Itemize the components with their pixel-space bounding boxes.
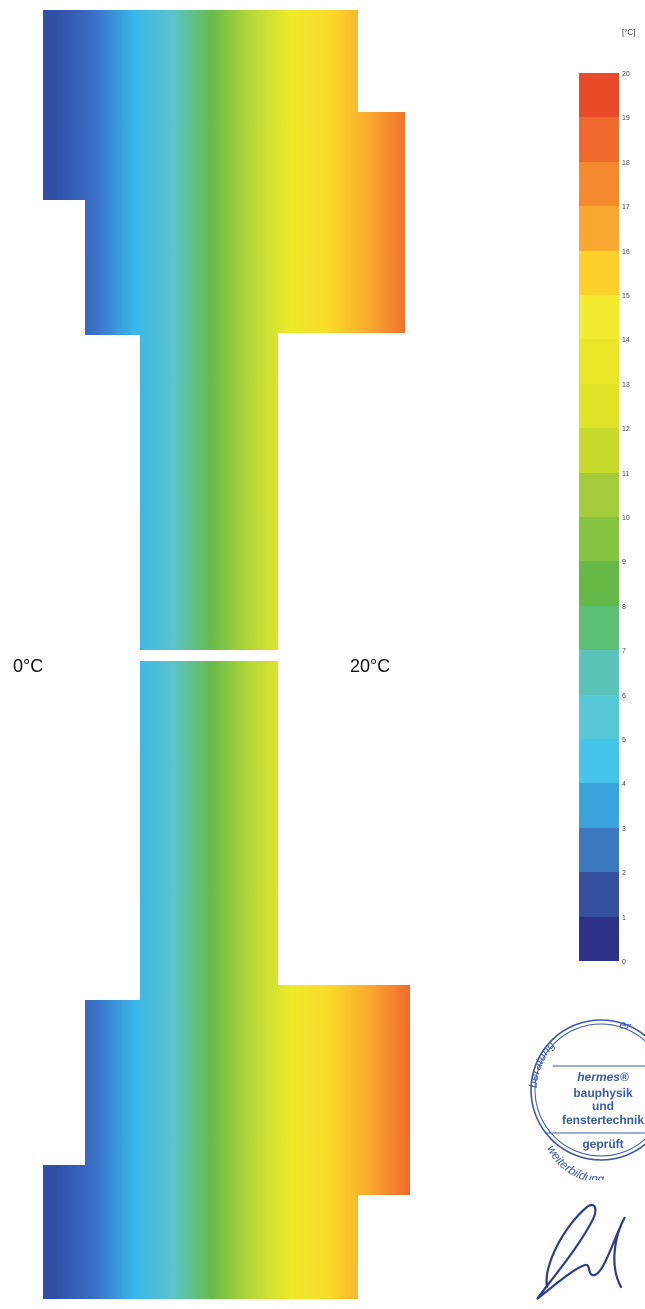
legend-tick-label: 3 xyxy=(622,825,626,833)
legend-swatch xyxy=(579,250,619,296)
legend-swatch xyxy=(579,472,619,518)
legend-swatch xyxy=(579,517,619,562)
legend-tick-label: 16 xyxy=(622,248,630,256)
legend-tick-label: 12 xyxy=(622,426,630,434)
legend-swatch xyxy=(579,206,619,252)
stamp-line1: bauphysik xyxy=(573,1086,633,1100)
legend-tick-label: 17 xyxy=(622,204,630,212)
color-scale-legend: 20 19 18 17 16 15 14 13 12 11 10 9 8 7 6 5 4 3 2 1 0 xyxy=(579,71,630,966)
legend-tick-label: 18 xyxy=(622,159,630,167)
stamp-brand: hermes® xyxy=(577,1070,629,1084)
legend-swatch xyxy=(579,383,619,429)
legend-tick-label: 6 xyxy=(622,692,626,700)
legend-swatch xyxy=(579,161,619,207)
stamp-line2: und xyxy=(592,1099,614,1113)
legend-swatch xyxy=(579,428,619,474)
stamp-line3: fenstertechnik xyxy=(562,1113,644,1127)
stamp-status: geprüft xyxy=(582,1137,623,1151)
legend-swatch xyxy=(579,605,619,651)
legend-tick-label: 1 xyxy=(622,914,626,922)
legend-tick-label: 15 xyxy=(622,293,630,300)
signature xyxy=(536,1203,626,1300)
legend-swatch xyxy=(579,783,619,829)
legend-swatch xyxy=(579,295,619,340)
legend-tick-label: 11 xyxy=(622,470,630,478)
legend-swatch xyxy=(579,916,619,962)
legend-tick-label: 8 xyxy=(622,603,626,611)
legend-swatch xyxy=(579,339,619,385)
legend-tick-label: 5 xyxy=(622,737,626,744)
legend-swatch xyxy=(579,650,619,696)
legend-swatch xyxy=(579,872,619,918)
legend-tick-label: 4 xyxy=(622,781,626,789)
cold-side-label: 0°C xyxy=(13,656,44,676)
legend-swatch xyxy=(579,694,619,740)
hermes-certification-stamp: beratung er hermes® bauphysik und fenste… xyxy=(526,1017,645,1180)
legend-tick-label: 19 xyxy=(622,115,630,123)
legend-swatch xyxy=(579,561,619,607)
legend-swatch xyxy=(579,117,619,163)
legend-tick-label: 9 xyxy=(622,559,626,567)
legend-swatch xyxy=(579,739,619,784)
legend-tick-label: 7 xyxy=(622,648,626,656)
stamp-arc-top-left: beratung xyxy=(526,1038,558,1089)
legend-tick-label: 14 xyxy=(622,337,630,345)
legend-unit: [°C] xyxy=(622,28,636,37)
legend-tick-label: 10 xyxy=(622,515,630,522)
legend-swatch xyxy=(579,73,619,118)
warm-side-label: 20°C xyxy=(350,656,391,676)
legend-tick-label: 20 xyxy=(622,71,630,78)
legend-tick-label: 2 xyxy=(622,870,626,878)
legend-tick-label: 0 xyxy=(622,959,626,966)
legend-swatch xyxy=(579,827,619,873)
legend-tick-label: 13 xyxy=(622,381,630,389)
